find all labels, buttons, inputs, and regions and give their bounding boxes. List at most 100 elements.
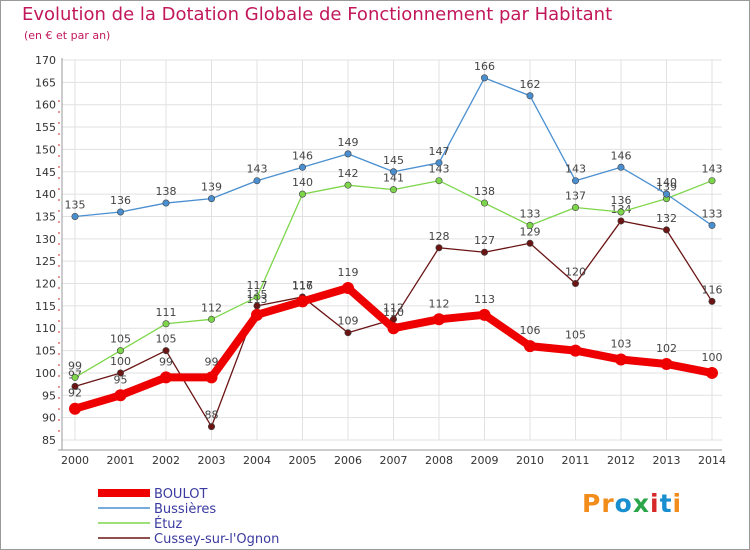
data-label: 112	[429, 297, 450, 310]
data-point	[617, 208, 625, 216]
data-label: 138	[474, 185, 495, 198]
y-tick-label: 90	[42, 412, 56, 425]
y-tick-label: 140	[35, 188, 56, 201]
data-label: 128	[429, 230, 450, 243]
logo-letter: t	[659, 489, 673, 518]
data-label: 95	[114, 373, 128, 386]
data-label: 146	[611, 149, 632, 162]
y-tick-label: 155	[35, 121, 56, 134]
data-point	[160, 371, 172, 384]
y-tick-label: 125	[35, 255, 56, 268]
legend-label: Étuz	[154, 516, 183, 532]
logo-letter: i	[672, 489, 683, 518]
data-point	[344, 181, 352, 189]
data-label: 143	[429, 163, 450, 176]
x-tick-label: 2014	[698, 454, 726, 467]
data-label: 112	[201, 301, 222, 314]
data-label: 99	[205, 355, 219, 368]
y-tick-label: 115	[35, 300, 56, 313]
data-label: 117	[247, 279, 268, 292]
data-point	[526, 221, 534, 229]
x-tick-label: 2003	[198, 454, 226, 467]
data-label: 92	[68, 387, 82, 400]
data-point	[71, 212, 79, 220]
data-label: 129	[520, 225, 541, 238]
data-label: 105	[110, 333, 131, 346]
data-point	[389, 168, 397, 176]
y-tick-label: 145	[35, 166, 56, 179]
data-point	[708, 221, 716, 229]
data-point	[617, 163, 625, 171]
data-point	[71, 382, 79, 390]
data-point	[69, 402, 81, 415]
data-point	[569, 344, 582, 357]
x-tick-label: 2000	[61, 454, 89, 467]
data-point	[571, 177, 579, 185]
x-tick-label: 2009	[471, 454, 499, 467]
data-point	[617, 217, 625, 225]
data-point	[296, 295, 309, 308]
x-tick-label: 2006	[334, 454, 362, 467]
data-label: 103	[611, 338, 632, 351]
data-label: 99	[68, 359, 82, 372]
chart-subtitle: (en € et par an)	[24, 29, 111, 42]
data-point	[298, 163, 306, 171]
data-label: 133	[520, 207, 541, 220]
data-label: 113	[474, 293, 495, 306]
data-point	[208, 195, 216, 203]
logo-letter: i	[650, 489, 660, 518]
y-tick-label: 120	[35, 278, 56, 291]
logo-letter: r	[601, 489, 615, 518]
data-label: 136	[611, 194, 632, 207]
y-tick-label: 100	[35, 367, 56, 380]
chart-title: Evolution de la Dotation Globale de Fonc…	[22, 4, 613, 25]
data-label: 112	[383, 301, 404, 314]
data-label: 141	[383, 172, 404, 185]
data-point	[478, 308, 491, 321]
data-point	[389, 186, 397, 194]
y-tick-label: 170	[35, 54, 56, 67]
x-tick-label: 2001	[107, 454, 135, 467]
data-label: 166	[474, 60, 495, 73]
x-tick-label: 2005	[289, 454, 317, 467]
y-tick-label: 150	[35, 143, 56, 156]
data-label: 162	[520, 78, 541, 91]
data-point	[524, 340, 536, 353]
logo-letter: P	[582, 489, 602, 518]
data-label: 146	[292, 149, 313, 162]
data-label: 105	[156, 333, 177, 346]
data-label: 100	[702, 351, 723, 364]
data-label: 116	[702, 283, 723, 296]
data-point	[162, 320, 170, 328]
data-label: 110	[383, 306, 404, 319]
data-label: 140	[292, 176, 313, 189]
x-tick-label: 2002	[152, 454, 180, 467]
data-point	[615, 353, 627, 366]
data-point	[117, 347, 125, 355]
data-point	[208, 423, 216, 431]
data-point	[298, 190, 306, 198]
data-label: 136	[110, 194, 131, 207]
data-label: 120	[565, 266, 586, 279]
data-label: 88	[205, 409, 219, 422]
x-tick-label: 2010	[516, 454, 544, 467]
x-tick-label: 2007	[380, 454, 408, 467]
data-label: 105	[565, 329, 586, 342]
legend-label: BOULOT	[154, 487, 207, 502]
data-point	[253, 293, 261, 301]
data-point	[114, 389, 127, 402]
data-label: 138	[156, 185, 177, 198]
data-label: 135	[65, 198, 86, 211]
data-label: 113	[247, 293, 268, 306]
data-point	[253, 177, 261, 185]
data-label: 140	[656, 176, 677, 189]
data-point	[433, 313, 445, 326]
data-point	[435, 177, 443, 185]
data-label: 127	[474, 234, 495, 247]
data-point	[342, 282, 354, 294]
y-tick-label: 135	[35, 210, 56, 223]
data-label: 149	[338, 136, 359, 149]
data-point	[662, 190, 670, 198]
data-point	[251, 308, 263, 321]
